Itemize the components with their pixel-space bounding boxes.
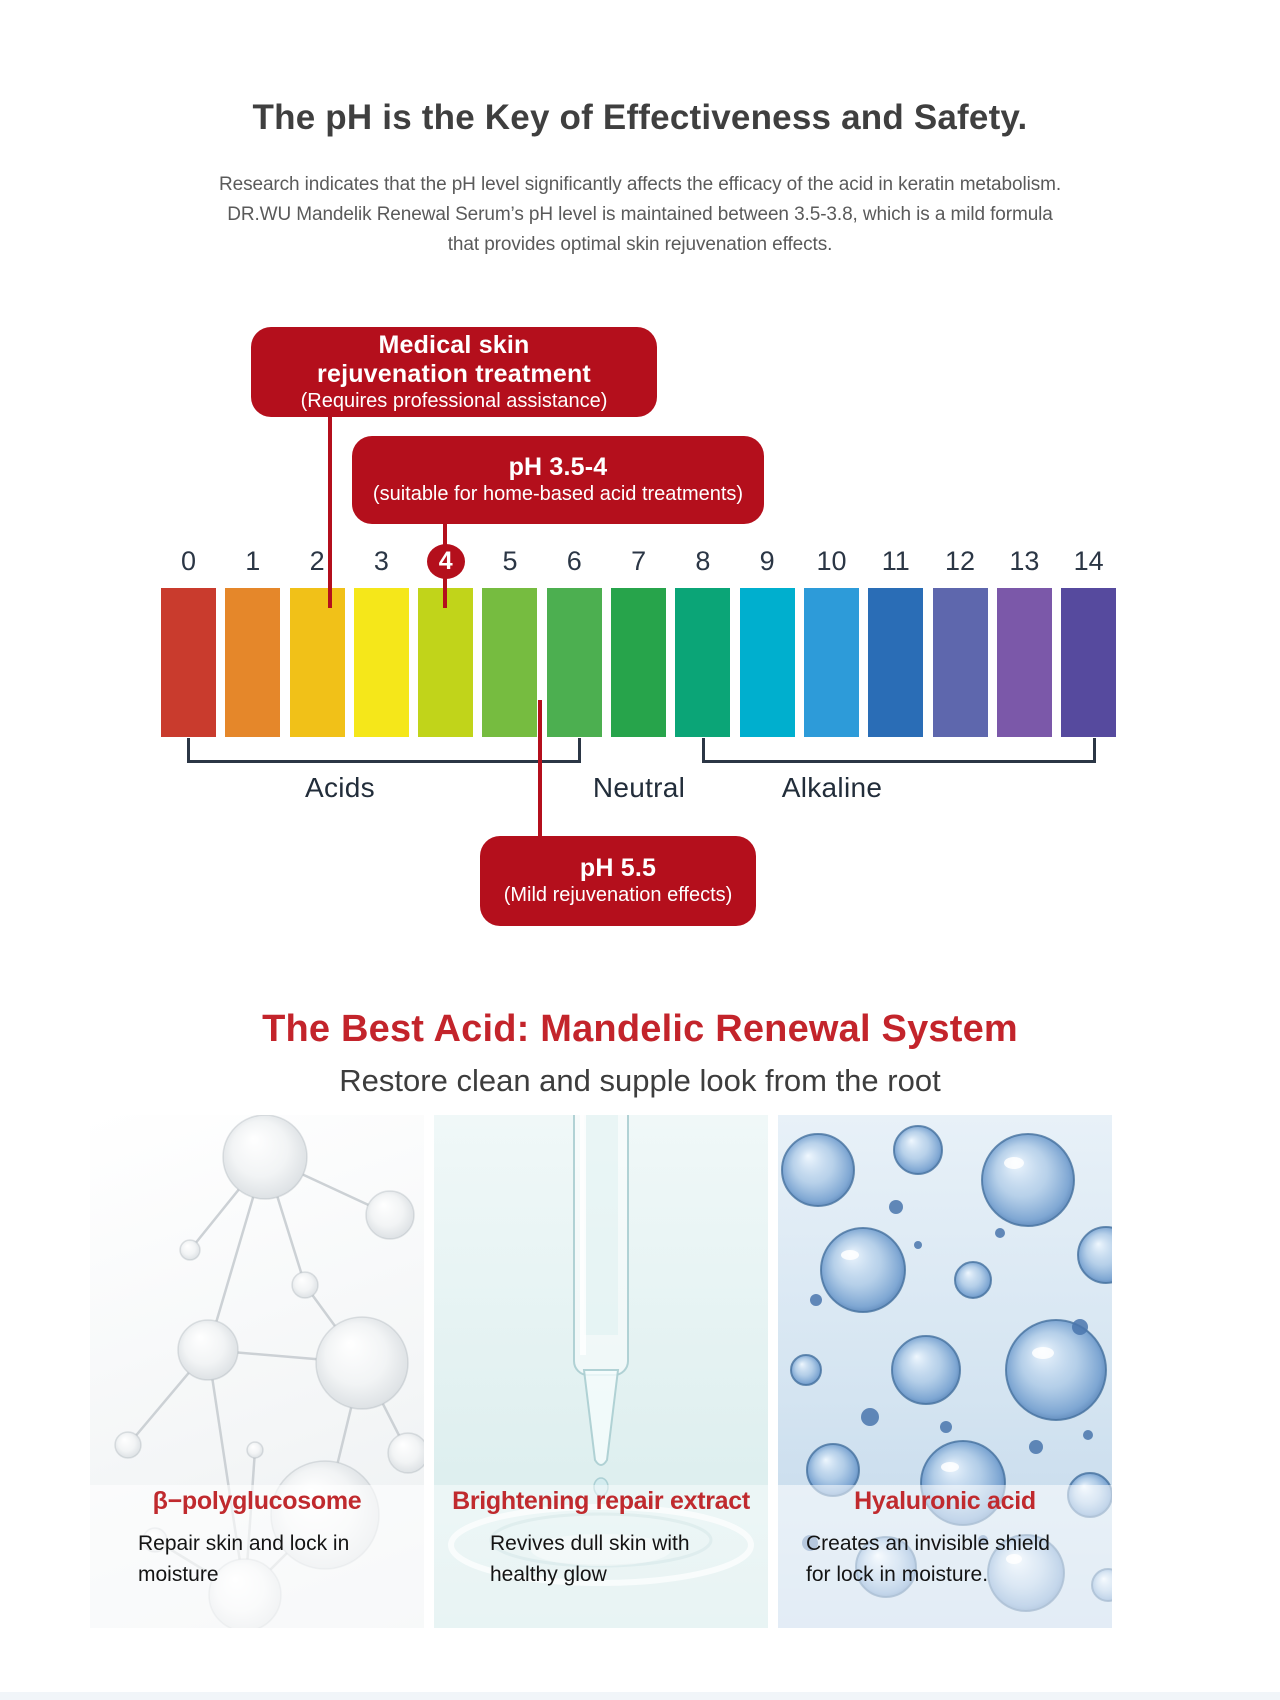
ph-scale-numbers: 0 1 2 3 4 5 6 7 8 9 10 11 12 13 14	[161, 540, 1116, 582]
card-caption: Brightening repair extract Revives dull …	[434, 1487, 768, 1590]
card-caption: Hyaluronic acid Creates an invisible shi…	[778, 1487, 1112, 1590]
ph-number-3: 3	[373, 545, 389, 576]
ph-number-7: 7	[631, 545, 647, 576]
callout-ph-5-5: pH 5.5 (Mild rejuvenation effects)	[480, 836, 756, 926]
callout-medical-treatment: Medical skin rejuvenation treatment (Req…	[251, 327, 657, 417]
ph-number-4-highlight: 4	[418, 540, 473, 582]
ph-bar-8	[675, 588, 731, 737]
neutral-label: Neutral	[592, 772, 686, 803]
ph-bar-12	[932, 588, 988, 737]
card-heading-brightening-extract: Brightening repair extract	[452, 1487, 750, 1515]
ph-bar-2	[289, 588, 345, 737]
intro-paragraph: Research indicates that the pH level sig…	[218, 174, 1062, 255]
card-body-hyaluronic-acid: Creates an invisible shield for lock in …	[806, 1532, 1050, 1586]
card-heading-polyglucosome: β−polyglucosome	[152, 1487, 362, 1515]
connector-line-ph4-lower	[443, 576, 447, 608]
ph-number-1: 1	[245, 545, 261, 576]
ph-bar-5	[482, 588, 538, 737]
ph-bar-0	[161, 588, 216, 737]
ph-bar-4	[418, 588, 474, 737]
ph-number-11: 11	[881, 545, 910, 576]
connector-line-medical	[328, 415, 332, 608]
callout-ph55-note: (Mild rejuvenation effects)	[503, 884, 733, 906]
callout-medical-note: (Requires professional assistance)	[300, 389, 608, 412]
card-body-brightening-extract: Revives dull skin with healthy glow	[490, 1532, 690, 1586]
page-title: The pH is the Key of Effectiveness and S…	[252, 98, 1028, 137]
ph-number-8: 8	[695, 545, 711, 576]
callout-ph-3-5-4: pH 3.5-4 (suitable for home-based acid t…	[352, 436, 764, 524]
ph-bar-6	[546, 588, 602, 737]
ph-number-14: 14	[1073, 545, 1104, 576]
ph-bar-1	[225, 588, 281, 737]
ph-bar-3	[353, 588, 409, 737]
ingredient-card-polyglucosome: β−polyglucosome Repair skin and lock in …	[90, 1115, 424, 1628]
acids-label: Acids	[305, 772, 375, 803]
card-body-polyglucosome: Repair skin and lock in moisture	[138, 1532, 350, 1586]
ingredient-card-hyaluronic-acid: Hyaluronic acid Creates an invisible shi…	[778, 1115, 1112, 1628]
alkaline-bracket	[702, 738, 1096, 763]
ph-bar-13	[996, 588, 1052, 737]
ph-number-6: 6	[566, 545, 582, 576]
ph-number-13: 13	[1009, 545, 1040, 576]
section-subheading: Restore clean and supple look from the r…	[339, 1063, 941, 1098]
bubbles-illustration	[778, 1125, 1112, 1628]
card-heading-hyaluronic-acid: Hyaluronic acid	[854, 1487, 1036, 1515]
ph-bar-7	[611, 588, 667, 737]
ph-number-0: 0	[180, 545, 197, 576]
ph-bar-11	[868, 588, 924, 737]
connector-line-ph55	[538, 700, 542, 837]
ph-number-5: 5	[502, 545, 518, 576]
ph-bar-14	[1061, 588, 1117, 737]
callout-medical-line1: Medical skin	[378, 330, 530, 359]
acids-bracket	[187, 738, 581, 763]
ph-bar-9	[739, 588, 795, 737]
dropper-illustration	[434, 1115, 768, 1628]
card-caption: β−polyglucosome Repair skin and lock in …	[90, 1487, 424, 1590]
section-heading: The Best Acid: Mandelic Renewal System	[262, 1008, 1018, 1050]
callout-ph4-note: (suitable for home-based acid treatments…	[372, 483, 744, 505]
connector-line-ph4-upper	[443, 522, 447, 547]
ph-number-2: 2	[309, 545, 325, 576]
ph-scale-bars	[161, 588, 1117, 737]
alkaline-label: Alkaline	[781, 772, 883, 803]
callout-medical-line2: rejuvenation treatment	[317, 359, 591, 388]
ingredient-card-brightening-extract: Brightening repair extract Revives dull …	[434, 1115, 768, 1628]
callout-ph55-title: pH 5.5	[579, 854, 657, 882]
callout-ph4-title: pH 3.5-4	[508, 453, 608, 481]
ph-bar-10	[803, 588, 859, 737]
ph-number-4-badge: 4	[426, 543, 465, 579]
ph-number-10: 10	[816, 545, 847, 576]
ph-number-12: 12	[945, 545, 976, 576]
ph-number-9: 9	[759, 545, 775, 576]
molecule-illustration	[90, 1115, 424, 1628]
bottom-strip	[0, 1692, 1280, 1700]
